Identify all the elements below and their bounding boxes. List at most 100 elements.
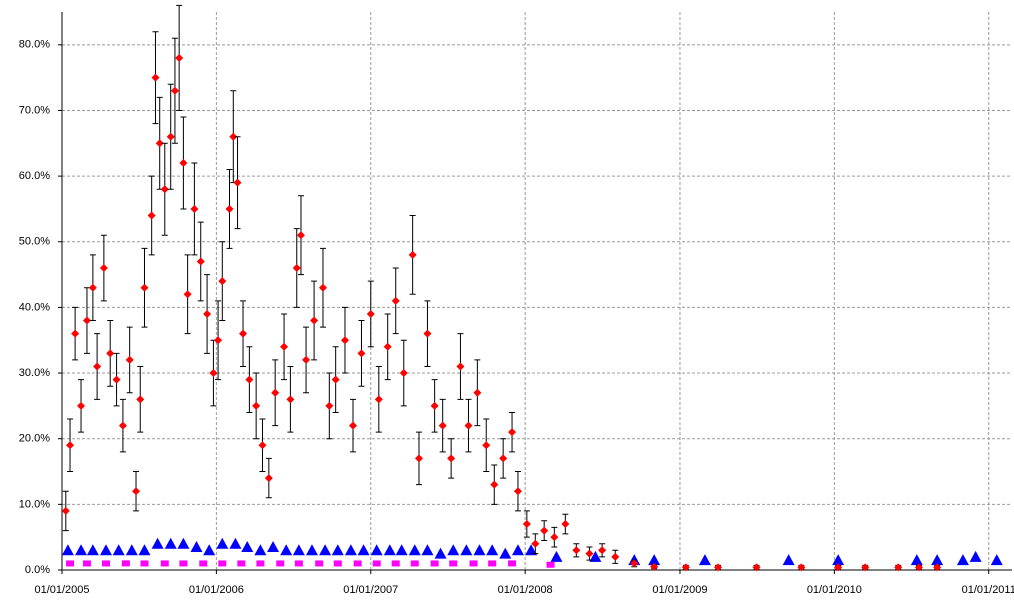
point [280, 342, 289, 351]
point [175, 53, 184, 62]
y-tick-label: 70.0% [19, 104, 50, 116]
point [611, 552, 620, 561]
point [319, 544, 332, 556]
point [121, 560, 130, 567]
point [488, 560, 497, 567]
point [66, 560, 75, 567]
point [956, 554, 969, 566]
x-tick-label: 01/01/2006 [189, 584, 244, 596]
point [630, 559, 639, 568]
point [218, 560, 227, 567]
point [374, 395, 383, 404]
point [151, 73, 160, 82]
point [61, 544, 74, 556]
point [216, 537, 229, 549]
point [294, 560, 303, 567]
point [447, 454, 456, 463]
x-tick-label: 01/01/2008 [498, 584, 553, 596]
point [499, 454, 508, 463]
y-tick-label: 40.0% [19, 301, 50, 313]
point [325, 401, 334, 410]
point [318, 283, 327, 292]
point [267, 541, 280, 553]
point [214, 336, 223, 345]
point [395, 544, 408, 556]
point [340, 336, 349, 345]
point [414, 454, 423, 463]
point [254, 544, 267, 556]
point [125, 355, 134, 364]
point [598, 546, 607, 555]
point [239, 329, 248, 338]
point [525, 544, 538, 556]
point [513, 487, 522, 496]
point [237, 560, 246, 567]
point [511, 544, 524, 556]
point [914, 563, 923, 572]
point [302, 355, 311, 364]
point [190, 541, 203, 553]
point [399, 369, 408, 378]
point [99, 544, 112, 556]
point [125, 544, 138, 556]
point [990, 554, 1003, 566]
point [508, 560, 517, 567]
point [585, 549, 594, 558]
point [256, 560, 265, 567]
point [331, 544, 344, 556]
point [933, 563, 942, 572]
point [155, 139, 164, 148]
point [75, 544, 88, 556]
point [460, 544, 473, 556]
point [469, 560, 478, 567]
point [229, 132, 238, 141]
point [136, 395, 145, 404]
point [99, 264, 108, 273]
point [447, 544, 460, 556]
point [383, 342, 392, 351]
point [88, 283, 97, 292]
point [561, 520, 570, 529]
point [572, 546, 581, 555]
point [203, 544, 216, 556]
point [118, 421, 127, 430]
point [357, 349, 366, 358]
point [531, 539, 540, 548]
point [410, 560, 419, 567]
point [834, 563, 843, 572]
point [357, 544, 370, 556]
point [225, 204, 234, 213]
point [797, 563, 806, 572]
point [140, 283, 149, 292]
point [456, 362, 465, 371]
point [101, 560, 110, 567]
point [331, 375, 340, 384]
point [344, 544, 357, 556]
point [383, 544, 396, 556]
point [132, 487, 141, 496]
point [366, 309, 375, 318]
x-tick-label: 01/01/2009 [652, 584, 707, 596]
point [681, 563, 690, 572]
point [179, 158, 188, 167]
point [151, 537, 164, 549]
point [353, 560, 362, 567]
point [430, 401, 439, 410]
point [438, 421, 447, 430]
point [714, 563, 723, 572]
point [218, 277, 227, 286]
point [698, 554, 711, 566]
point [540, 526, 549, 535]
point [258, 441, 267, 450]
point [752, 563, 761, 572]
point [650, 562, 659, 571]
point [391, 560, 400, 567]
point [233, 178, 242, 187]
point [522, 520, 531, 529]
point [391, 296, 400, 305]
point [296, 231, 305, 240]
point [910, 554, 923, 566]
